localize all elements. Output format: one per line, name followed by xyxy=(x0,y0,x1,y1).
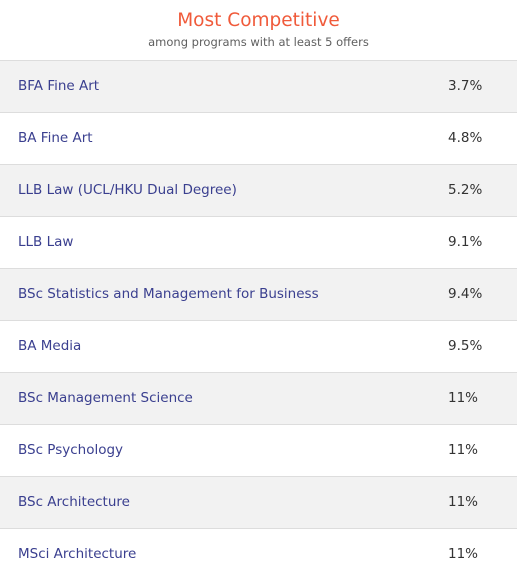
table-row: BSc Psychology 11% xyxy=(0,424,517,476)
offer-rate: 11% xyxy=(448,390,479,406)
program-name: BSc Statistics and Management for Busine… xyxy=(18,286,319,302)
competitive-programs-table: BFA Fine Art 3.7% BA Fine Art 4.8% LLB L… xyxy=(0,60,517,580)
program-name: BSc Management Science xyxy=(18,390,193,406)
table-row: LLB Law 9.1% xyxy=(0,216,517,268)
program-name: BSc Psychology xyxy=(18,442,124,458)
program-name: LLB Law xyxy=(18,234,74,250)
table-row: BFA Fine Art 3.7% xyxy=(0,60,517,112)
table-row: BSc Architecture 11% xyxy=(0,476,517,528)
offer-rate: 9.1% xyxy=(448,234,483,250)
program-name: BFA Fine Art xyxy=(18,78,100,94)
table-row: BA Fine Art 4.8% xyxy=(0,112,517,164)
offer-rate: 9.5% xyxy=(448,338,483,354)
header: Most Competitive among programs with at … xyxy=(0,0,517,60)
table-row: BSc Statistics and Management for Busine… xyxy=(0,268,517,320)
table-row: LLB Law (UCL/HKU Dual Degree) 5.2% xyxy=(0,164,517,216)
offer-rate: 11% xyxy=(448,494,479,510)
program-name: LLB Law (UCL/HKU Dual Degree) xyxy=(18,182,237,198)
program-name: MSci Architecture xyxy=(18,546,137,562)
offer-rate: 5.2% xyxy=(448,182,483,198)
offer-rate: 11% xyxy=(448,442,479,458)
program-name: BA Fine Art xyxy=(18,130,93,146)
offer-rate: 4.8% xyxy=(448,130,483,146)
table-row: BA Media 9.5% xyxy=(0,320,517,372)
page-title: Most Competitive xyxy=(177,10,340,31)
offer-rate: 9.4% xyxy=(448,286,483,302)
program-name: BA Media xyxy=(18,338,82,354)
table-row: MSci Architecture 11% xyxy=(0,528,517,580)
offer-rate: 11% xyxy=(448,546,479,562)
page-subtitle: among programs with at least 5 offers xyxy=(148,35,369,49)
offer-rate: 3.7% xyxy=(448,78,483,94)
table-row: BSc Management Science 11% xyxy=(0,372,517,424)
program-name: BSc Architecture xyxy=(18,494,130,510)
